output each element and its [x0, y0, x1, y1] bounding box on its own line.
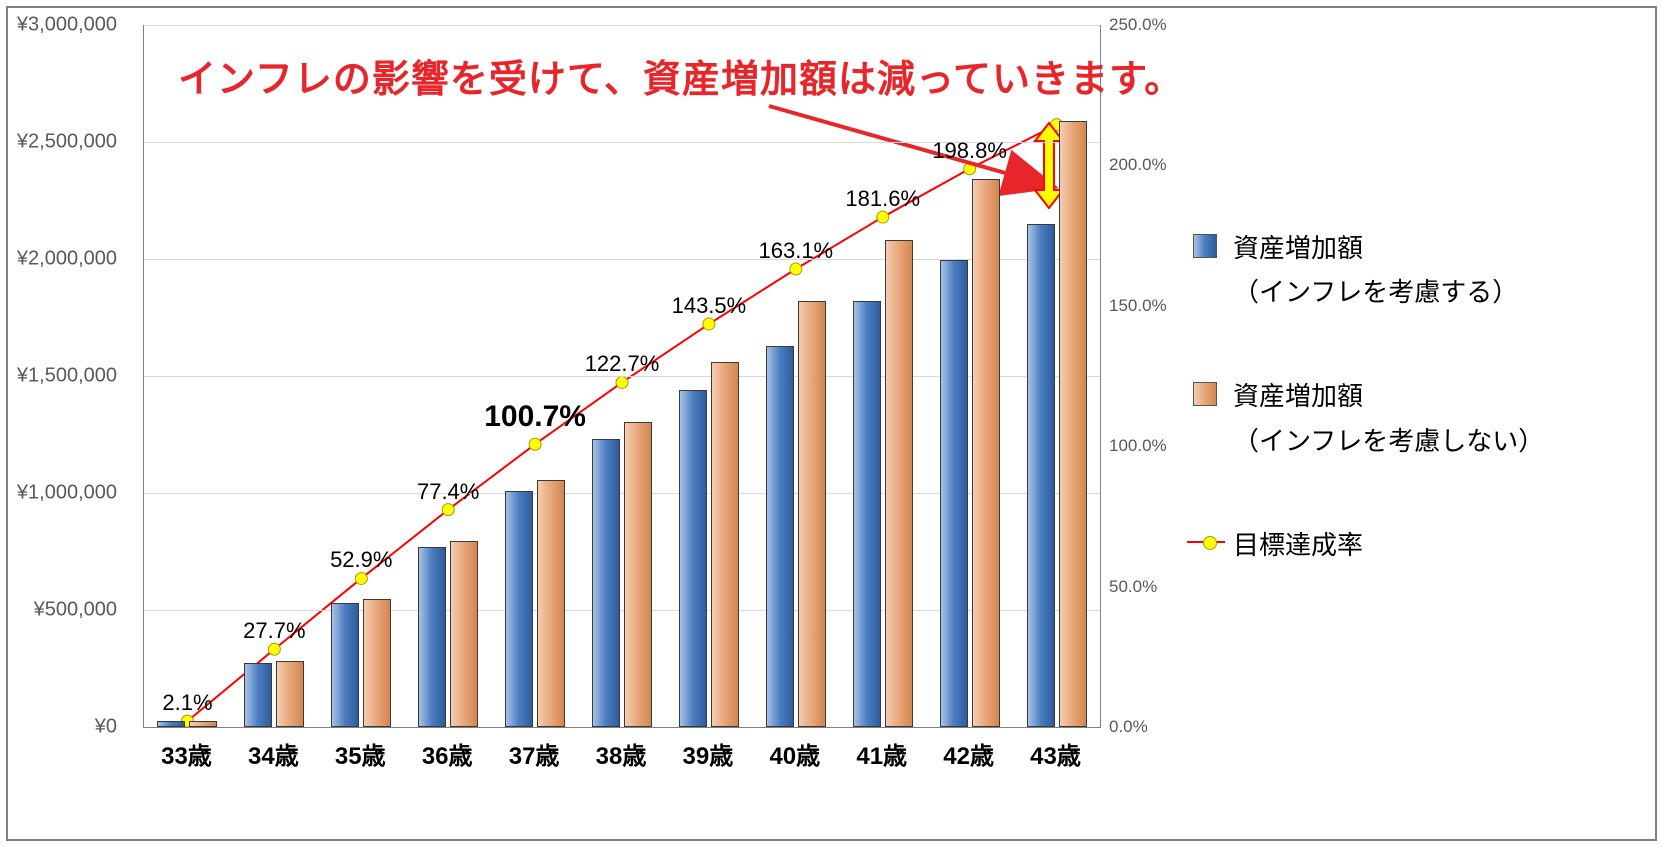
bar-series1 — [1027, 224, 1055, 727]
bar-series1 — [940, 260, 968, 727]
line-marker — [355, 572, 367, 584]
legend-label-series2-line2: （インフレを考慮しない） — [1233, 426, 1544, 456]
line-marker — [703, 318, 715, 330]
line-marker — [790, 263, 802, 275]
line-marker — [268, 643, 280, 655]
y-left-tick: ¥500,000 — [0, 599, 117, 622]
bar-series2 — [885, 240, 913, 727]
data-label: 143.5% — [672, 293, 747, 319]
target-rate-line — [187, 125, 1056, 721]
x-tick: 35歳 — [320, 736, 400, 771]
y-right-tick: 200.0% — [1109, 155, 1189, 175]
data-label: 198.8% — [932, 138, 1007, 164]
legend-dot-icon — [1203, 536, 1217, 550]
x-tick: 36歳 — [407, 736, 487, 771]
x-tick: 43歳 — [1016, 736, 1096, 771]
bar-series1 — [418, 547, 446, 727]
bar-series2 — [189, 721, 217, 727]
legend: 資産増加額 （インフレを考慮する） 資産増加額 （インフレを考慮しない） 目標達… — [1193, 226, 1544, 627]
y-right-tick: 0.0% — [1109, 717, 1189, 737]
legend-label-line: 目標達成率 — [1233, 530, 1363, 560]
bar-series2 — [624, 422, 652, 727]
y-left-tick: ¥3,000,000 — [0, 14, 117, 37]
legend-label-series2-line1: 資産増加額 — [1233, 381, 1363, 411]
line-marker — [442, 504, 454, 516]
legend-label-series1-line2: （インフレを考慮する） — [1233, 277, 1518, 307]
bar-series1 — [679, 390, 707, 727]
data-label: 122.7% — [585, 351, 660, 377]
line-marker — [529, 438, 541, 450]
line-marker — [877, 211, 889, 223]
annotation-text: インフレの影響を受けて、資産増加額は減っていきます。 — [178, 48, 1183, 103]
y-left-tick: ¥0 — [0, 716, 117, 739]
bar-series2 — [450, 541, 478, 727]
data-label: 181.6% — [845, 186, 920, 212]
bar-series1 — [331, 603, 359, 727]
bar-series1 — [244, 663, 272, 727]
data-label: 100.7% — [484, 400, 586, 434]
legend-swatch-series2 — [1193, 382, 1217, 406]
plot-area: 2.1% 27.7% 52.9% 77.4% 100.7% 122.7% 143.5% 163… — [143, 25, 1101, 728]
annotation-arrow — [769, 106, 1051, 186]
gridline — [144, 25, 1100, 26]
line-marker — [616, 376, 628, 388]
y-left-tick: ¥2,000,000 — [0, 248, 117, 271]
data-label: 2.1% — [162, 690, 212, 716]
x-tick: 42歳 — [929, 736, 1009, 771]
data-label: 163.1% — [759, 238, 834, 264]
x-tick: 40歳 — [755, 736, 835, 771]
data-label: 52.9% — [330, 547, 392, 573]
bar-series2 — [711, 362, 739, 727]
legend-item-series1: 資産増加額 （インフレを考慮する） — [1193, 226, 1544, 314]
bar-series2 — [363, 599, 391, 727]
data-label: 27.7% — [243, 618, 305, 644]
x-tick: 37歳 — [494, 736, 574, 771]
x-tick: 34歳 — [233, 736, 313, 771]
x-tick: 39歳 — [668, 736, 748, 771]
bar-series1 — [592, 439, 620, 727]
y-right-tick: 50.0% — [1109, 577, 1189, 597]
y-left-tick: ¥1,000,000 — [0, 482, 117, 505]
bar-series2 — [1059, 121, 1087, 727]
y-right-tick: 250.0% — [1109, 15, 1189, 35]
x-tick: 33歳 — [146, 736, 226, 771]
legend-item-line: 目標達成率 — [1193, 523, 1544, 567]
y-right-tick: 150.0% — [1109, 296, 1189, 316]
x-tick: 41歳 — [842, 736, 922, 771]
y-right-tick: 100.0% — [1109, 436, 1189, 456]
y-left-tick: ¥1,500,000 — [0, 365, 117, 388]
bar-series2 — [537, 480, 565, 727]
x-tick: 38歳 — [581, 736, 661, 771]
bar-series1 — [505, 491, 533, 727]
bar-series2 — [276, 661, 304, 727]
chart-frame: 2.1% 27.7% 52.9% 77.4% 100.7% 122.7% 143.5% 163… — [6, 6, 1657, 841]
bar-series1 — [157, 721, 185, 727]
bar-series1 — [853, 301, 881, 727]
bar-series1 — [766, 346, 794, 727]
bar-series2 — [798, 301, 826, 727]
bar-series2 — [972, 179, 1000, 727]
legend-item-series2: 資産増加額 （インフレを考慮しない） — [1193, 374, 1544, 462]
y-left-tick: ¥2,500,000 — [0, 131, 117, 154]
legend-swatch-series1 — [1193, 234, 1217, 258]
data-label: 77.4% — [417, 478, 479, 504]
legend-label-series1-line1: 資産増加額 — [1233, 233, 1363, 263]
